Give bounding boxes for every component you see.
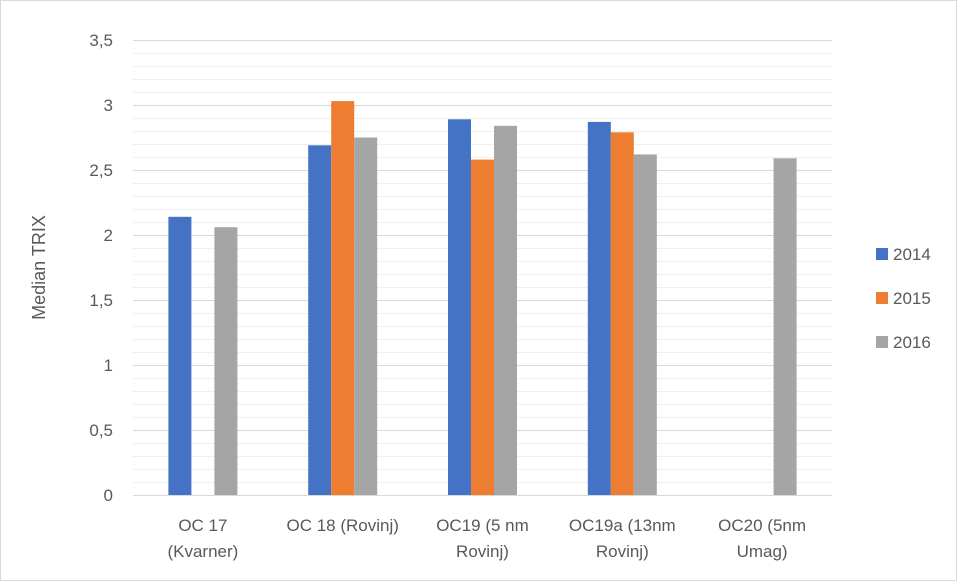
x-category-label: Rovinj)	[456, 542, 509, 561]
legend-swatch-2016	[876, 336, 888, 348]
bar-2016-4	[633, 154, 657, 495]
bar-2016-3	[494, 125, 517, 496]
legend: 2014 2015 2016	[876, 245, 931, 352]
y-tick-label: 0	[104, 486, 113, 505]
x-axis-categories: OC 17 (Kvarner) OC 18 (Rovinj) OC19 (5 nm Ro…	[167, 516, 806, 561]
y-tick-label: 1	[104, 356, 113, 375]
x-category-label: OC 17	[178, 516, 227, 535]
y-axis-ticks: 0 0,5 1 1,5 2 2,5 3 3,5	[89, 31, 113, 505]
legend-label-2016: 2016	[893, 333, 931, 352]
legend-swatch-2014	[876, 248, 888, 260]
x-category-label: OC 18 (Rovinj)	[286, 516, 398, 535]
y-tick-label: 0,5	[89, 421, 113, 440]
y-tick-label: 1,5	[89, 291, 113, 310]
x-category-label: OC19 (5 nm	[436, 516, 529, 535]
legend-swatch-2015	[876, 292, 888, 304]
x-category-label: (Kvarner)	[167, 542, 238, 561]
bar-2014-4	[587, 121, 611, 496]
y-tick-label: 2,5	[89, 161, 113, 180]
y-tick-label: 3,5	[89, 31, 113, 50]
legend-label-2015: 2015	[893, 289, 931, 308]
legend-label-2014: 2014	[893, 245, 931, 264]
bars	[168, 101, 797, 496]
bar-2014-1	[168, 216, 192, 496]
bar-2016-5	[773, 158, 797, 496]
y-axis-label: Median TRIX	[29, 215, 49, 320]
bar-2014-2	[308, 145, 332, 496]
x-category-label: Rovinj)	[596, 542, 649, 561]
bar-2015-4	[610, 132, 634, 496]
bar-2016-1	[214, 227, 238, 495]
bar-2015-3	[471, 159, 494, 495]
y-tick-label: 3	[104, 96, 113, 115]
x-category-label: OC19a (13nm	[569, 516, 676, 535]
bar-2015-2	[331, 101, 355, 495]
x-category-label: Umag)	[737, 542, 788, 561]
y-tick-label: 2	[104, 226, 113, 245]
bar-2016-2	[354, 137, 378, 495]
bar-2014-3	[448, 119, 471, 496]
x-category-label: OC20 (5nm	[718, 516, 806, 535]
